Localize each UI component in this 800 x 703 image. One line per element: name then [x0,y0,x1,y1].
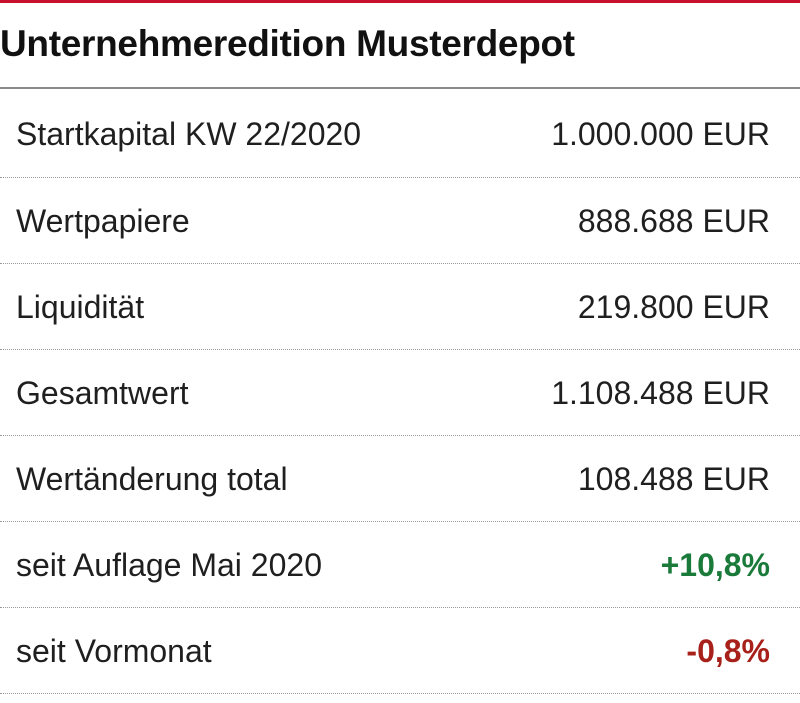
row-value: 1.000.000 EUR [551,116,770,152]
page-title: Unternehmeredition Musterdepot [0,23,575,64]
row-value: 108.488 EUR [577,460,770,497]
row-value: 888.688 EUR [577,202,770,239]
table-row-liquiditaet: Liquidität 219.800 EUR [0,264,800,350]
row-value-change: -0,8% [686,632,770,669]
title-bar: Unternehmeredition Musterdepot [0,3,800,89]
accent-rule [0,0,800,3]
row-label: Wertänderung total [16,460,288,497]
row-label: Wertpapiere [16,202,190,239]
table-row-seit-vormonat: seit Vormonat -0,8% [0,608,800,694]
table-row-wertpapiere: Wertpapiere 888.688 EUR [0,178,800,264]
row-label: Startkapital KW 22/2020 [16,116,362,152]
row-value: 219.800 EUR [577,288,770,325]
depot-table: Startkapital KW 22/2020 1.000.000 EUR We… [0,91,800,694]
table-row-seit-auflage: seit Auflage Mai 2020 +10,8% [0,522,800,608]
row-label: seit Vormonat [16,632,212,669]
row-label: seit Auflage Mai 2020 [16,546,322,583]
row-value: 1.108.488 EUR [551,374,770,411]
row-label: Gesamtwert [16,374,189,411]
row-label: Liquidität [16,288,145,325]
table-row-gesamtwert: Gesamtwert 1.108.488 EUR [0,350,800,436]
row-value-change: +10,8% [660,546,770,583]
table-row-wertaenderung: Wertänderung total 108.488 EUR [0,436,800,522]
table-row-startkapital: Startkapital KW 22/2020 1.000.000 EUR [0,91,800,178]
